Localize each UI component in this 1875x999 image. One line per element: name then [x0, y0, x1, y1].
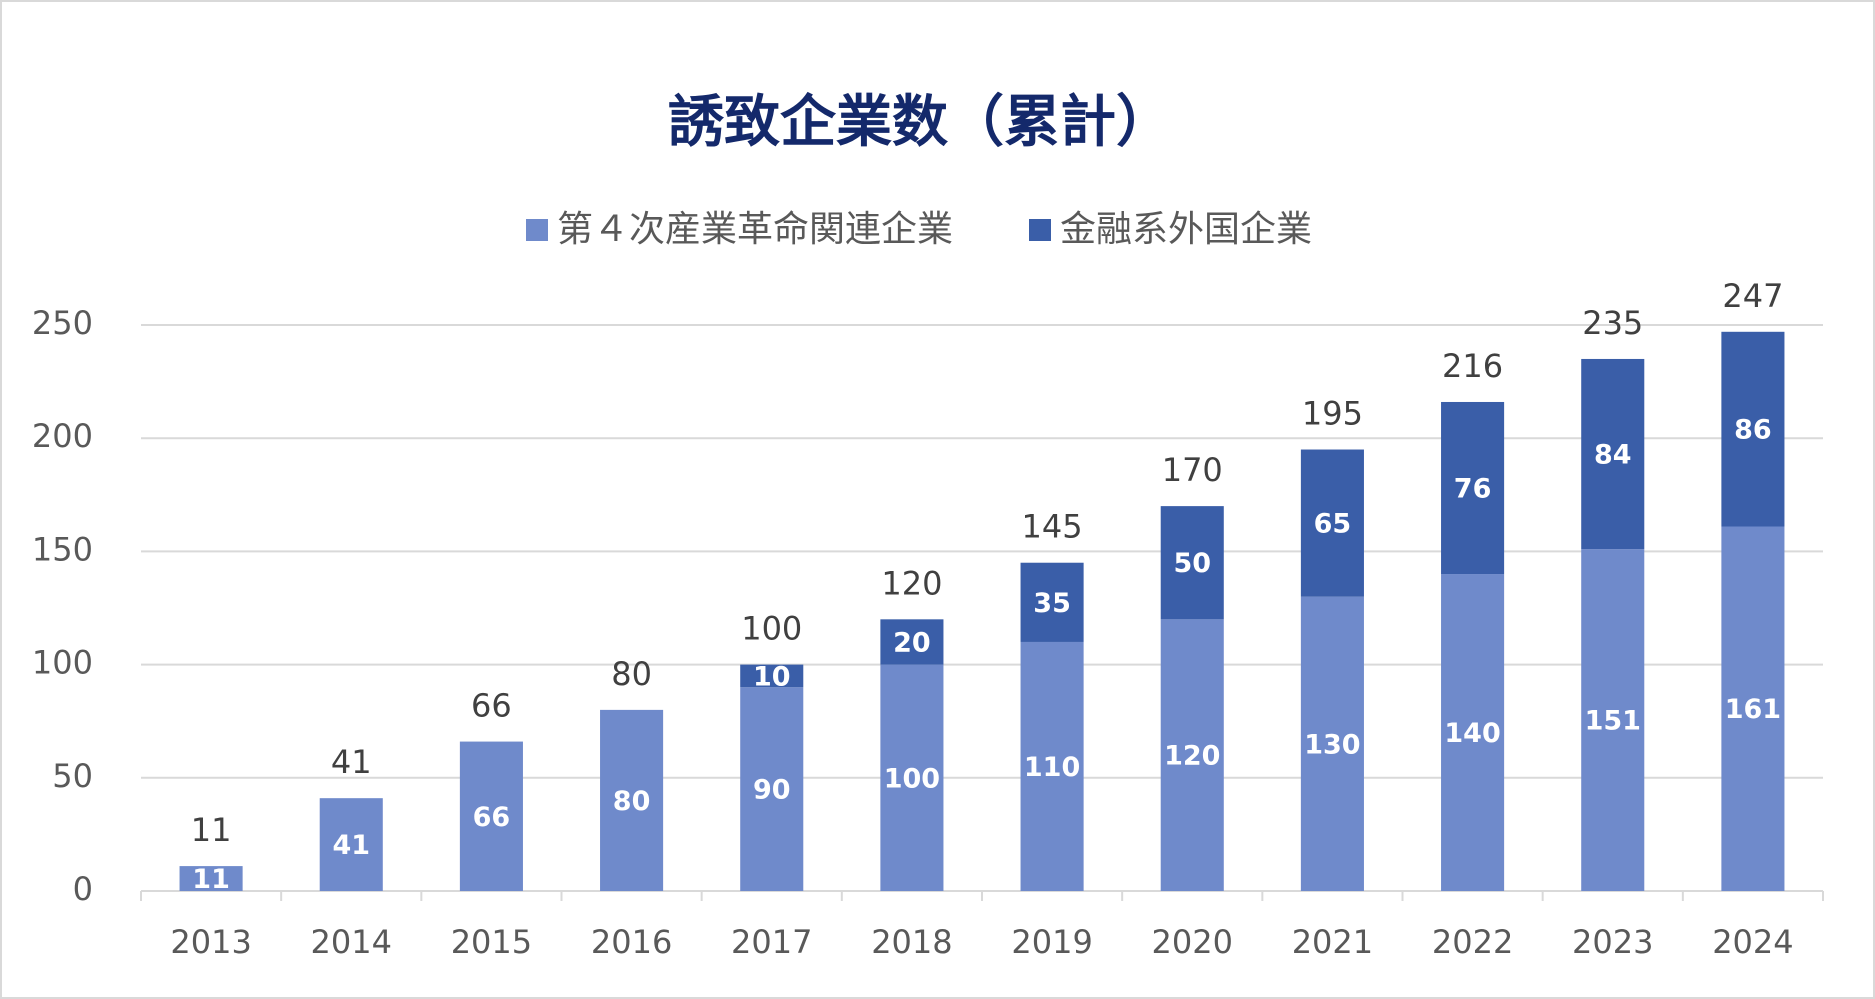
bar-segment	[1581, 549, 1645, 891]
bar-value-label: 66	[473, 802, 511, 833]
bar-value-label: 50	[1173, 548, 1211, 579]
x-tick-label: 2014	[311, 923, 392, 961]
bar-value-label: 140	[1444, 718, 1500, 749]
bar-segment	[1020, 562, 1084, 642]
bar-value-label: 20	[893, 627, 931, 658]
bar-value-label: 11	[192, 864, 230, 895]
total-label: 100	[741, 610, 802, 648]
legend-swatch	[526, 219, 548, 241]
bar-value-label: 76	[1454, 474, 1492, 505]
total-label: 41	[331, 743, 372, 781]
bar-value-label: 120	[1164, 741, 1220, 772]
bar-value-label: 10	[753, 661, 791, 692]
bar-value-label: 84	[1594, 440, 1632, 471]
bar-segment	[459, 741, 523, 891]
x-tick-label: 2024	[1712, 923, 1793, 961]
bar-value-label: 41	[332, 830, 370, 861]
total-label: 170	[1162, 451, 1223, 489]
legend-swatch	[1029, 219, 1051, 241]
y-tick-label: 200	[32, 417, 93, 455]
bar-value-label: 151	[1585, 706, 1641, 737]
total-label: 66	[471, 687, 512, 725]
bar-value-label: 65	[1314, 509, 1352, 540]
x-tick-label: 2015	[451, 923, 532, 961]
total-label: 145	[1022, 508, 1083, 546]
bar-value-label: 80	[613, 786, 651, 817]
bar-segment	[1160, 619, 1224, 891]
y-tick-label: 250	[32, 304, 93, 342]
bar-segment	[880, 619, 944, 665]
x-tick-label: 2023	[1572, 923, 1653, 961]
bar-segment	[1441, 401, 1505, 575]
bar-value-label: 100	[884, 763, 940, 794]
y-tick-label: 150	[32, 530, 93, 568]
legend-label: 金融系外国企業	[1060, 209, 1312, 250]
total-label: 120	[881, 564, 942, 602]
total-label: 80	[611, 655, 652, 693]
x-tick-label: 2017	[731, 923, 812, 961]
x-tick-label: 2013	[170, 923, 251, 961]
bar-value-label: 161	[1725, 694, 1781, 725]
x-tick-label: 2020	[1152, 923, 1233, 961]
bar-segment	[600, 709, 664, 891]
bar-value-label: 130	[1304, 729, 1360, 760]
x-tick-label: 2022	[1432, 923, 1513, 961]
bar-value-label: 90	[753, 775, 791, 806]
x-tick-label: 2016	[591, 923, 672, 961]
total-label: 247	[1722, 277, 1783, 315]
bar-segment	[880, 664, 944, 891]
bar-segment	[740, 664, 804, 688]
y-tick-label: 100	[32, 644, 93, 682]
x-tick-label: 2021	[1292, 923, 1373, 961]
x-tick-label: 2018	[871, 923, 952, 961]
bar-segment	[1581, 358, 1645, 550]
bar-segment	[1721, 526, 1785, 891]
bar-value-label: 86	[1734, 415, 1772, 446]
total-label: 235	[1582, 304, 1643, 342]
bar-value-label: 35	[1033, 588, 1071, 619]
bar-segment	[740, 687, 804, 891]
x-tick-label: 2019	[1011, 923, 1092, 961]
y-tick-label: 50	[52, 757, 93, 795]
legend-label: 第４次産業革命関連企業	[557, 209, 953, 250]
chart-title: 誘致企業数（累計）	[668, 90, 1172, 155]
total-label: 195	[1302, 395, 1363, 433]
bar-segment	[1441, 574, 1505, 891]
bar-segment	[1300, 449, 1364, 597]
bar-segment	[1300, 596, 1364, 891]
y-tick-label: 0	[73, 870, 93, 908]
total-label: 216	[1442, 347, 1503, 385]
bar-segment	[1721, 331, 1785, 527]
bar-value-label: 110	[1024, 752, 1080, 783]
bar-segment	[1020, 641, 1084, 891]
bar-segment	[179, 866, 243, 891]
bar-segment	[1160, 506, 1224, 620]
bar-segment	[319, 798, 383, 891]
total-label: 11	[191, 811, 232, 849]
